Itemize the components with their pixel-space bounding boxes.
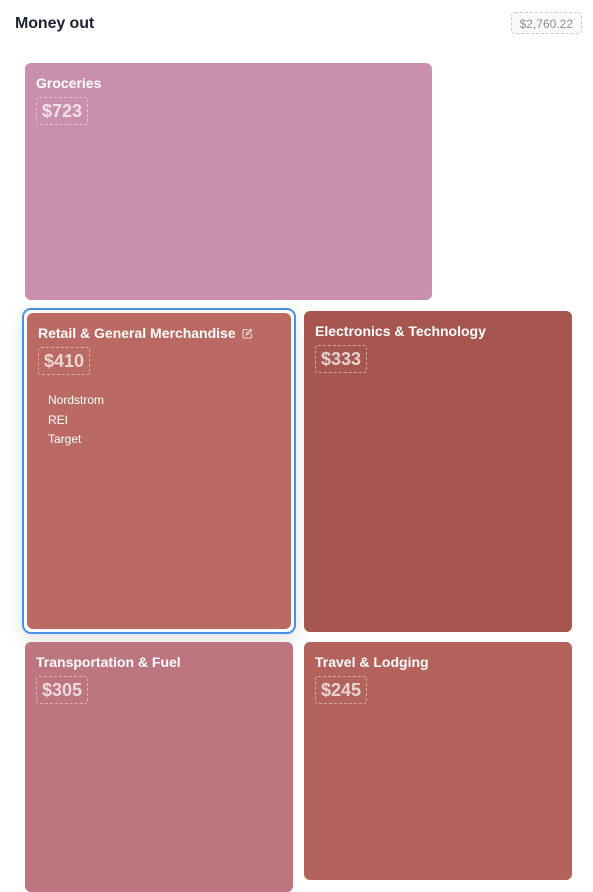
category-tile-retail[interactable]: Retail & General Merchandise $410 Nordst… — [27, 313, 291, 629]
merchant-list: Nordstrom REI Target — [48, 391, 104, 450]
category-tile-groceries[interactable]: Groceries $723 — [25, 63, 432, 300]
merchant-item[interactable]: Nordstrom — [48, 393, 105, 407]
category-title: Groceries — [36, 75, 101, 91]
category-title-label: Electronics & Technology — [315, 323, 486, 339]
page-title: Money out — [15, 15, 95, 32]
category-amount[interactable]: $305 — [36, 676, 89, 704]
edit-icon[interactable] — [242, 328, 253, 339]
category-tile-travel[interactable]: Travel & Lodging $245 — [304, 642, 572, 880]
category-title-label: Travel & Lodging — [315, 654, 429, 670]
category-tile-electronics[interactable]: Electronics & Technology $333 — [304, 311, 572, 632]
total-amount-badge[interactable]: $2,760.22 — [510, 12, 582, 34]
category-title: Travel & Lodging — [315, 654, 429, 670]
category-title-label: Transportation & Fuel — [36, 654, 181, 670]
category-title: Retail & General Merchandise — [38, 325, 253, 341]
category-amount[interactable]: $410 — [38, 347, 91, 375]
category-amount[interactable]: $333 — [315, 345, 368, 373]
category-title: Transportation & Fuel — [36, 654, 181, 670]
category-title-label: Retail & General Merchandise — [38, 325, 236, 341]
category-amount[interactable]: $723 — [36, 97, 89, 125]
category-title-label: Groceries — [36, 75, 102, 91]
merchant-item[interactable]: REI — [48, 412, 69, 427]
category-title: Electronics & Technology — [315, 323, 486, 339]
header: Money out $2,760.22 — [0, 0, 593, 50]
category-tile-transportation[interactable]: Transportation & Fuel $305 — [25, 642, 293, 892]
merchant-item[interactable]: Target — [48, 432, 82, 446]
category-amount[interactable]: $245 — [315, 676, 368, 704]
